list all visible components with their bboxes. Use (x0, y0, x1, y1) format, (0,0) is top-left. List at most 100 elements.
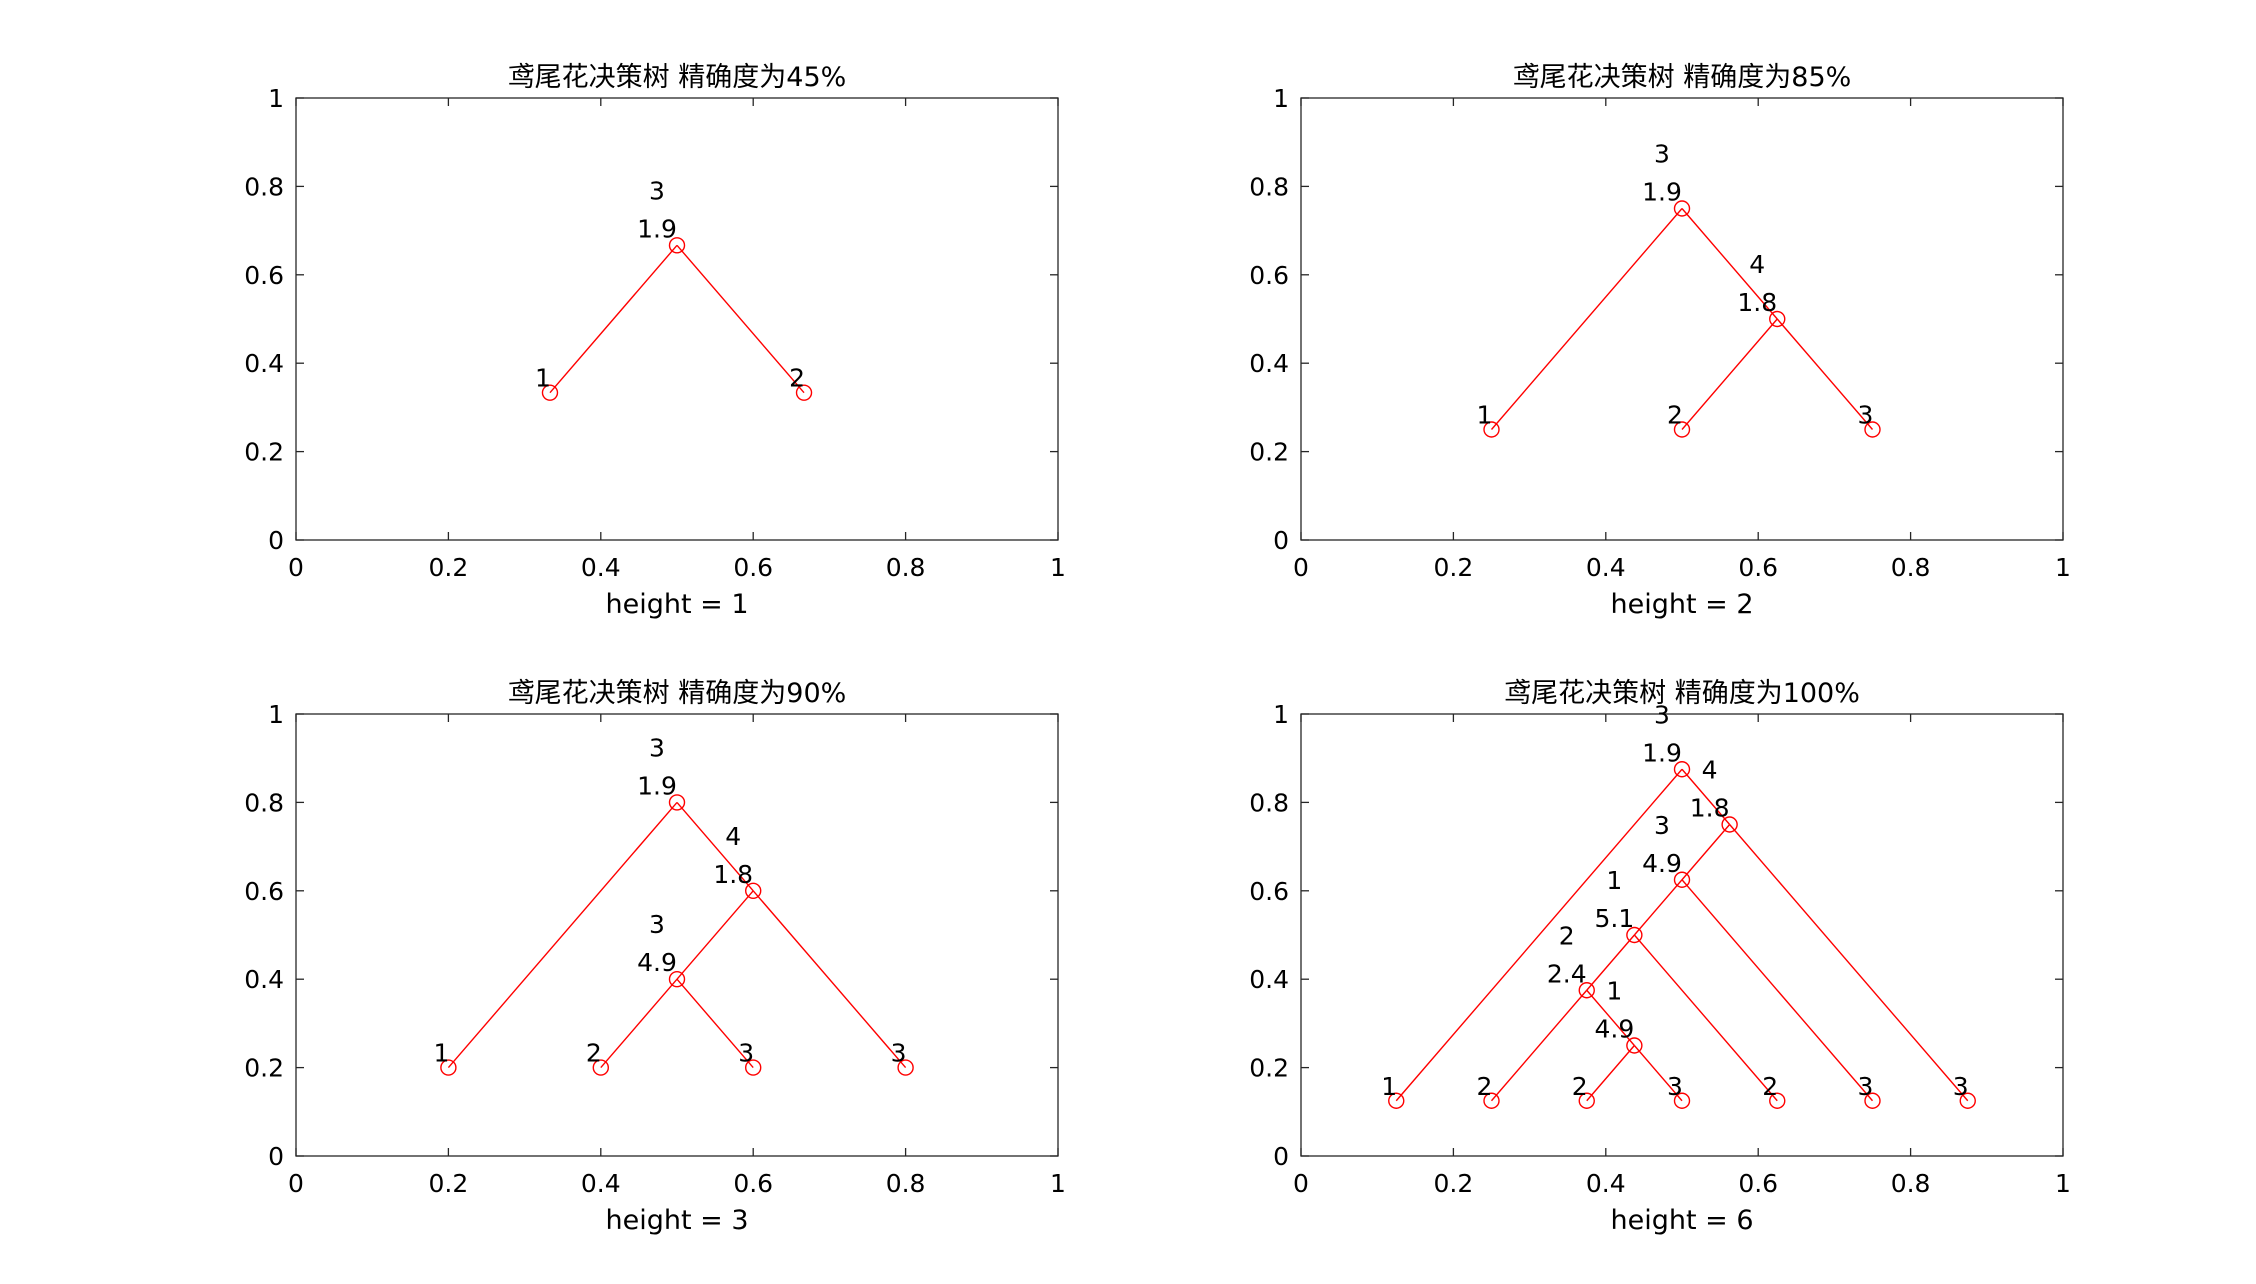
node-class-label: 3 (738, 1039, 754, 1068)
x-axis-label: height = 6 (1610, 1205, 1753, 1236)
x-tick-label: 0 (288, 553, 304, 582)
node-split-feature-label: 4 (725, 822, 741, 851)
node-split-feature-label: 3 (649, 910, 665, 939)
axes-box (295, 97, 1059, 541)
y-tick-label: 0 (1273, 526, 1289, 555)
y-tick-label: 0.2 (244, 1054, 284, 1083)
node-split-threshold-label: 1.8 (1690, 794, 1730, 823)
tree-node-marker (1864, 1092, 1881, 1109)
tree-node-marker (1578, 1092, 1595, 1109)
node-split-feature-label: 2 (1559, 921, 1575, 950)
x-tick-label: 1 (1050, 553, 1066, 582)
tree-node-marker (1673, 1092, 1691, 1109)
chart-panel-1: 0 0.2 0.4 0.6 0.8 1 0 0.2 0.4 0.6 0.8 1 鸢尾花决策树 精确度为4… (244, 62, 1066, 620)
chart-panel-2: 0 0.2 0.4 0.6 0.8 1 0 0.2 0.4 0.6 0.8 1 鸢尾花决策树 精确度为8… (1249, 62, 2071, 620)
chart-title: 鸢尾花决策树 精确度为45% (508, 62, 847, 93)
tree-node-marker (1673, 871, 1691, 888)
node-class-label: 2 (586, 1039, 602, 1068)
chart-panel-4: 0 0.2 0.4 0.6 0.8 1 0 0.2 0.4 0.6 0.8 1 鸢尾花决策树 精确度为1… (1249, 678, 2071, 1236)
tree-node-marker (1578, 982, 1595, 999)
tree-node-marker (668, 794, 686, 811)
tree-node-marker (1626, 926, 1643, 944)
node-class-label: 2 (1667, 401, 1683, 430)
tree-edge (1729, 824, 1969, 1102)
x-tick-label: 1 (2055, 1169, 2071, 1198)
y-tick-label: 0.4 (244, 349, 284, 378)
tree-node-marker (668, 971, 686, 988)
node-split-feature-label: 3 (1654, 700, 1670, 729)
tree-edge (1490, 208, 1683, 430)
node-class-label: 3 (1858, 401, 1874, 430)
node-split-threshold-label: 1.8 (713, 860, 753, 889)
tree-node-marker (440, 1059, 457, 1076)
y-tick-label: 0.6 (244, 877, 284, 906)
y-tick-label: 0.2 (244, 438, 284, 467)
tree-node-marker (745, 1059, 762, 1076)
y-tick-label: 1 (268, 700, 284, 729)
node-split-threshold-label: 2.4 (1547, 959, 1587, 988)
node-split-threshold-label: 4.9 (1594, 1015, 1634, 1044)
node-split-feature-label: 3 (1654, 140, 1670, 169)
tree-node-marker (541, 384, 559, 401)
tree-edge (1633, 1045, 1683, 1102)
node-split-feature-label: 1 (1606, 977, 1622, 1006)
y-tick-label: 0.6 (244, 261, 284, 290)
tree-edge (1681, 208, 1778, 320)
y-tick-label: 0 (1273, 1142, 1289, 1171)
x-tick-label: 0.6 (733, 553, 773, 582)
node-class-label: 3 (1953, 1072, 1969, 1101)
node-split-threshold-label: 4.9 (637, 948, 677, 977)
node-class-label: 2 (1762, 1072, 1778, 1101)
node-split-feature-label: 3 (1654, 811, 1670, 840)
node-split-threshold-label: 1.9 (1642, 738, 1682, 767)
tree-node-marker (1483, 421, 1500, 438)
x-tick-label: 0.4 (1586, 553, 1626, 582)
chart-title: 鸢尾花决策树 精确度为90% (508, 678, 847, 709)
chart-panel-3: 0 0.2 0.4 0.6 0.8 1 0 0.2 0.4 0.6 0.8 1 鸢尾花决策树 精确度为9… (244, 678, 1066, 1236)
tree-edge (447, 801, 678, 1069)
x-tick-label: 0.4 (581, 1169, 621, 1198)
x-tick-label: 0 (288, 1169, 304, 1198)
tree-node-marker (745, 882, 762, 899)
x-tick-label: 0.2 (1434, 1169, 1474, 1198)
tree-node-marker (1673, 421, 1691, 438)
tree-node-marker (1673, 200, 1691, 217)
node-class-label: 3 (1858, 1072, 1874, 1101)
x-tick-label: 0 (1293, 553, 1309, 582)
x-axis-label: height = 2 (1610, 589, 1753, 620)
tree-edge (1681, 768, 1731, 825)
y-tick-label: 0.8 (1249, 788, 1289, 817)
node-split-feature-label: 3 (649, 176, 665, 205)
tree-edge (1633, 934, 1778, 1102)
node-class-label: 1 (433, 1039, 449, 1068)
y-tick-label: 0 (268, 526, 284, 555)
y-tick-label: 0.8 (244, 172, 284, 201)
node-split-feature-label: 3 (649, 733, 665, 762)
node-class-label: 1 (535, 364, 551, 393)
x-tick-label: 0.6 (733, 1169, 773, 1198)
tree-edge (752, 890, 907, 1069)
tree-node-marker (1388, 1092, 1405, 1109)
node-class-label: 3 (1667, 1072, 1683, 1101)
y-tick-label: 0.4 (244, 965, 284, 994)
tree-node-marker (668, 237, 686, 254)
tree-node-marker (592, 1059, 609, 1076)
tree-node-marker (1769, 310, 1786, 328)
x-tick-label: 0.6 (1738, 553, 1778, 582)
x-tick-label: 0.8 (886, 1169, 926, 1198)
x-axis-label: height = 1 (605, 589, 748, 620)
x-tick-label: 1 (1050, 1169, 1066, 1198)
x-tick-label: 1 (2055, 553, 2071, 582)
x-tick-label: 0.2 (429, 1169, 469, 1198)
x-tick-label: 0.2 (429, 553, 469, 582)
tree-edge (1586, 1045, 1635, 1102)
y-tick-label: 0.6 (1249, 877, 1289, 906)
node-split-feature-label: 4 (1702, 756, 1718, 785)
tree-node-marker (1864, 421, 1881, 438)
tree-edge (676, 890, 754, 980)
node-split-threshold-label: 4.9 (1642, 849, 1682, 878)
node-split-threshold-label: 1.9 (637, 771, 677, 800)
tree-node-marker (795, 384, 813, 401)
x-tick-label: 0.8 (1891, 1169, 1931, 1198)
